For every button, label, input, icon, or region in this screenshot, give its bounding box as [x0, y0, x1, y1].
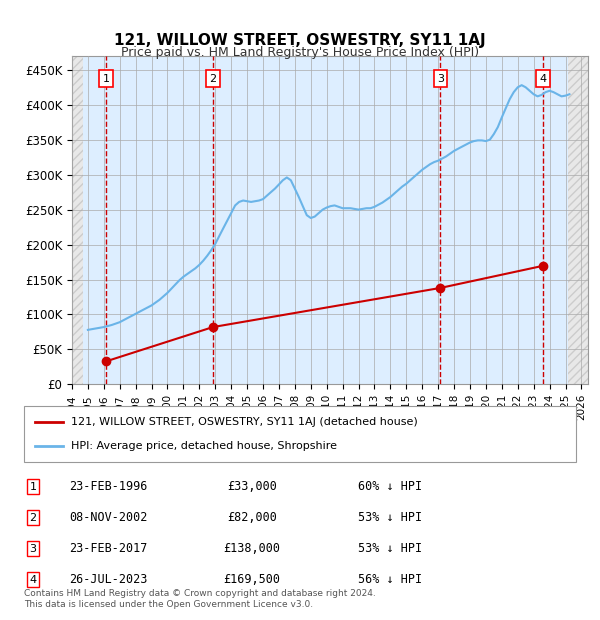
Text: £82,000: £82,000: [227, 512, 277, 524]
Text: 60% ↓ HPI: 60% ↓ HPI: [358, 480, 422, 493]
Text: Contains HM Land Registry data © Crown copyright and database right 2024.
This d: Contains HM Land Registry data © Crown c…: [24, 590, 376, 609]
Text: 121, WILLOW STREET, OSWESTRY, SY11 1AJ (detached house): 121, WILLOW STREET, OSWESTRY, SY11 1AJ (…: [71, 417, 418, 427]
Bar: [568, 56, 588, 384]
Text: 56% ↓ HPI: 56% ↓ HPI: [358, 574, 422, 586]
Text: 23-FEB-2017: 23-FEB-2017: [69, 542, 147, 555]
Text: 3: 3: [437, 74, 444, 84]
Bar: [568, 56, 588, 384]
Text: 2: 2: [29, 513, 37, 523]
Text: 53% ↓ HPI: 53% ↓ HPI: [358, 542, 422, 555]
Text: 4: 4: [29, 575, 37, 585]
Text: 23-FEB-1996: 23-FEB-1996: [69, 480, 147, 493]
Text: 08-NOV-2002: 08-NOV-2002: [69, 512, 147, 524]
Text: 26-JUL-2023: 26-JUL-2023: [69, 574, 147, 586]
Text: HPI: Average price, detached house, Shropshire: HPI: Average price, detached house, Shro…: [71, 441, 337, 451]
Bar: [72, 56, 83, 384]
Text: £33,000: £33,000: [227, 480, 277, 493]
Text: 4: 4: [539, 74, 546, 84]
Text: 3: 3: [29, 544, 37, 554]
Text: £138,000: £138,000: [223, 542, 281, 555]
Text: Price paid vs. HM Land Registry's House Price Index (HPI): Price paid vs. HM Land Registry's House …: [121, 46, 479, 59]
Text: 121, WILLOW STREET, OSWESTRY, SY11 1AJ: 121, WILLOW STREET, OSWESTRY, SY11 1AJ: [114, 33, 486, 48]
FancyBboxPatch shape: [24, 406, 576, 462]
Text: 1: 1: [103, 74, 110, 84]
Text: 53% ↓ HPI: 53% ↓ HPI: [358, 512, 422, 524]
Bar: [72, 56, 83, 384]
Text: £169,500: £169,500: [223, 574, 281, 586]
Text: 2: 2: [209, 74, 217, 84]
Text: 1: 1: [29, 482, 37, 492]
